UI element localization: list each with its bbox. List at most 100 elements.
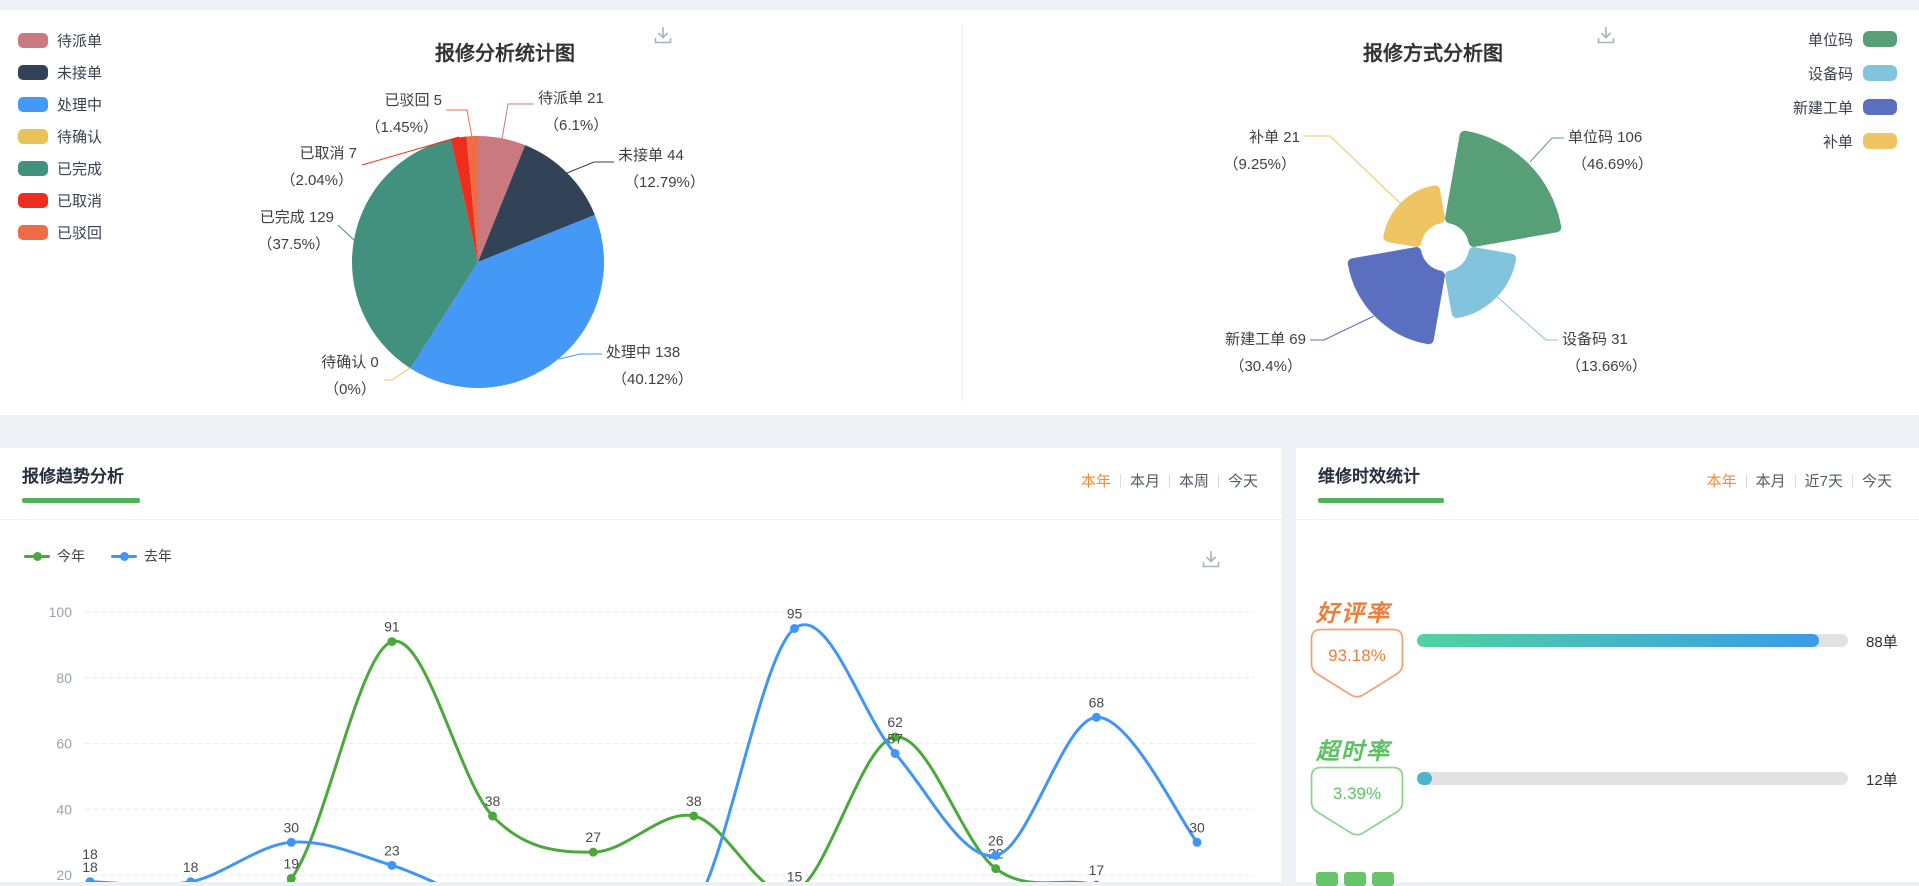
tab-近7天[interactable]: 近7天 bbox=[1804, 473, 1843, 490]
chart-label: （6.1%） bbox=[544, 117, 608, 134]
chart-label: 23 bbox=[384, 842, 400, 858]
pie-slice-已取消[interactable] bbox=[450, 136, 478, 262]
data-point[interactable] bbox=[85, 877, 95, 882]
title-underline bbox=[22, 498, 140, 503]
download-icon[interactable] bbox=[1595, 24, 1617, 46]
tab-本年[interactable]: 本年 bbox=[1706, 473, 1737, 490]
chart-label: （2.04%） bbox=[280, 172, 353, 189]
rose-petal-补单[interactable] bbox=[1383, 185, 1445, 247]
data-point[interactable] bbox=[890, 748, 900, 758]
data-point[interactable] bbox=[387, 637, 397, 647]
rose-petal-单位码[interactable] bbox=[1445, 130, 1562, 247]
trend-legend-item-今年[interactable]: 今年 bbox=[24, 546, 85, 566]
data-point[interactable] bbox=[186, 877, 196, 882]
chart-label: （13.66%） bbox=[1566, 358, 1647, 375]
tab-今天[interactable]: 今天 bbox=[1228, 473, 1259, 490]
legend-item-补单[interactable]: 补单 bbox=[1793, 124, 1897, 158]
legend-swatch bbox=[1863, 31, 1897, 47]
legend-item-新建工单[interactable]: 新建工单 bbox=[1793, 90, 1897, 124]
legend-label: 单位码 bbox=[1807, 31, 1853, 49]
tab-本周[interactable]: 本周 bbox=[1179, 473, 1210, 490]
data-point[interactable] bbox=[890, 732, 900, 742]
cropped-metric-title bbox=[1316, 872, 1394, 886]
legend-swatch bbox=[18, 128, 48, 144]
trend-legend-item-去年[interactable]: 去年 bbox=[111, 546, 172, 566]
chart-label: 100 bbox=[49, 604, 73, 620]
line-series-今年 bbox=[88, 639, 1089, 882]
metric-title: 好评率 bbox=[1316, 600, 1391, 626]
chart-label: （46.69%） bbox=[1572, 156, 1653, 173]
pie-slice-已完成[interactable] bbox=[351, 139, 478, 369]
stats-panel-title: 维修时效统计 bbox=[1318, 467, 1420, 486]
chart-label: 20 bbox=[56, 867, 72, 882]
pie-and-rose-canvas: 待派单 21 （6.1%） 未接单 44 （12.79%） 处理中 138 （40.12%… bbox=[257, 90, 1653, 398]
stats-card: 维修时效统计 本年 本月 近7天 今天 好评率 93.18% 88单 超时率 3.39% 12单 bbox=[1296, 448, 1919, 886]
data-point[interactable] bbox=[1192, 837, 1202, 847]
tab-separator bbox=[1120, 473, 1122, 488]
legend-label: 处理中 bbox=[57, 96, 103, 114]
chart-label: 60 bbox=[56, 736, 72, 752]
data-point[interactable] bbox=[789, 623, 799, 633]
chart-label: 18 bbox=[82, 859, 98, 875]
legend-item-待派单[interactable]: 待派单 bbox=[18, 24, 102, 56]
stats-range-tabs: 本年 本月 近7天 今天 bbox=[1698, 470, 1901, 491]
pie-label-line bbox=[501, 103, 534, 140]
legend-swatch bbox=[1863, 133, 1897, 149]
rose-petal-设备码[interactable] bbox=[1445, 247, 1517, 319]
tab-今天[interactable]: 今天 bbox=[1861, 473, 1892, 490]
chart-label: 18 bbox=[183, 859, 199, 875]
pie-label-line bbox=[384, 367, 411, 381]
trend-range-tabs: 本年 本月 本周 今天 bbox=[1072, 470, 1267, 491]
legend-swatch bbox=[1863, 65, 1897, 81]
chart-label: 已取消 7 bbox=[299, 145, 357, 162]
data-point[interactable] bbox=[286, 873, 296, 882]
pie-legend: 待派单 未接单处理中待确认已完成 已取消 已驳回 bbox=[18, 24, 102, 248]
data-point[interactable] bbox=[991, 864, 1001, 874]
pie-slice-处理中[interactable] bbox=[410, 214, 604, 389]
data-point[interactable] bbox=[387, 860, 397, 870]
legend-item-已取消[interactable]: 已取消 bbox=[18, 184, 102, 216]
download-icon[interactable] bbox=[1200, 548, 1222, 570]
chart-label: 补单 21 bbox=[1249, 129, 1300, 146]
chart-label: 30 bbox=[283, 819, 299, 835]
percent-badge: 93.18% bbox=[1310, 628, 1404, 698]
pie-label-line bbox=[566, 161, 614, 174]
pie-slice-已驳回[interactable] bbox=[466, 136, 478, 262]
data-point[interactable] bbox=[488, 811, 498, 821]
legend-label: 待确认 bbox=[57, 128, 103, 146]
legend-item-待确认[interactable]: 待确认 bbox=[18, 120, 102, 152]
chart-label: 62 bbox=[887, 714, 903, 730]
pie-slice-未接单[interactable] bbox=[478, 145, 595, 262]
chart-label: 95 bbox=[787, 605, 803, 621]
rose-label-line bbox=[1304, 135, 1402, 205]
legend-item-未接单[interactable]: 未接单 bbox=[18, 56, 102, 88]
data-point[interactable] bbox=[588, 847, 598, 857]
chart-label: 已驳回 5 bbox=[384, 92, 442, 109]
legend-item-单位码[interactable]: 单位码 bbox=[1793, 22, 1897, 56]
tab-本月[interactable]: 本月 bbox=[1130, 473, 1161, 490]
progress-fill bbox=[1417, 634, 1819, 647]
chart-label: 91 bbox=[384, 619, 400, 635]
download-icon[interactable] bbox=[652, 24, 674, 46]
data-point[interactable] bbox=[1091, 712, 1101, 722]
tab-本月[interactable]: 本月 bbox=[1755, 473, 1786, 490]
tab-本年[interactable]: 本年 bbox=[1081, 473, 1112, 490]
rose-petal-新建工单[interactable] bbox=[1347, 247, 1445, 345]
chart-label: （30.4%） bbox=[1229, 358, 1302, 375]
line-legend-marker bbox=[111, 551, 137, 561]
data-point[interactable] bbox=[689, 811, 699, 821]
metric-超时率: 超时率 3.39% 12单 bbox=[1296, 732, 1919, 844]
chart-label: 新建工单 69 bbox=[1225, 331, 1306, 348]
legend-item-处理中[interactable]: 处理中 bbox=[18, 88, 102, 120]
trend-panel-title: 报修趋势分析 bbox=[22, 467, 124, 486]
data-point[interactable] bbox=[286, 837, 296, 847]
data-point[interactable] bbox=[991, 850, 1001, 860]
legend-item-已驳回[interactable]: 已驳回 bbox=[18, 216, 102, 248]
chart-label: 38 bbox=[686, 793, 702, 809]
chart-label: （40.12%） bbox=[612, 371, 693, 388]
legend-item-设备码[interactable]: 设备码 bbox=[1793, 56, 1897, 90]
chart-label: 19 bbox=[283, 855, 299, 871]
legend-item-已完成[interactable]: 已完成 bbox=[18, 152, 102, 184]
chart-label: 26 bbox=[988, 832, 1004, 848]
pie-slice-待派单[interactable] bbox=[478, 136, 526, 262]
